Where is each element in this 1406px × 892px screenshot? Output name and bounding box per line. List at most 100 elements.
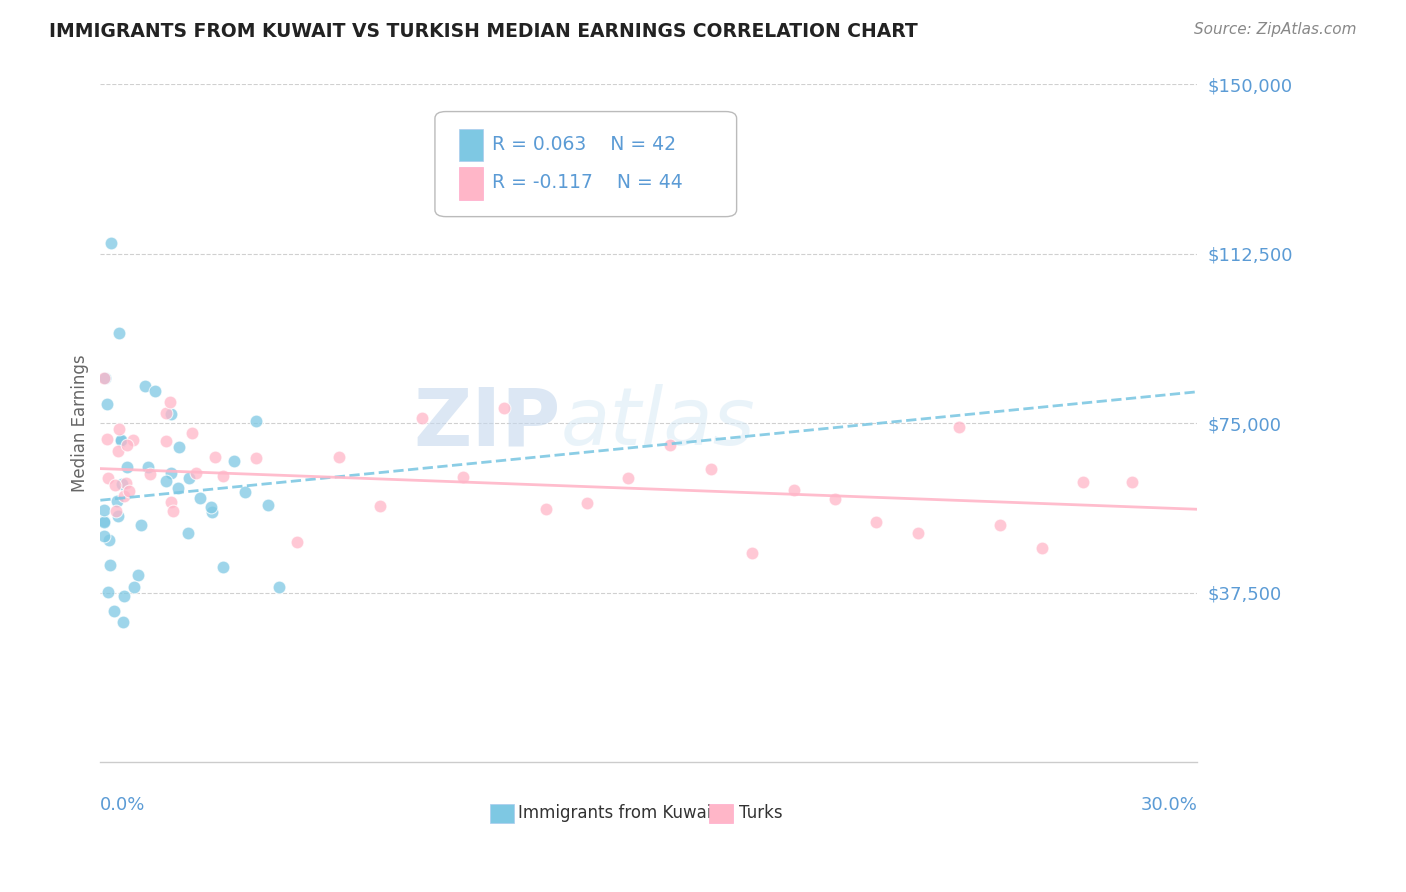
FancyBboxPatch shape — [709, 804, 734, 822]
Point — [368, 500, 391, 514]
Text: IMMIGRANTS FROM KUWAIT VS TURKISH MEDIAN EARNINGS CORRELATION CHART: IMMIGRANTS FROM KUWAIT VS TURKISH MEDIAN… — [49, 22, 918, 41]
Point — [122, 580, 145, 594]
Point — [212, 469, 235, 483]
Text: R = 0.063    N = 42: R = 0.063 N = 42 — [492, 135, 676, 153]
Point — [111, 476, 134, 491]
Point — [1071, 475, 1094, 490]
Point — [782, 483, 804, 498]
Point — [865, 515, 887, 529]
FancyBboxPatch shape — [460, 128, 484, 161]
Point — [111, 615, 134, 630]
Point — [118, 484, 141, 499]
Text: 30.0%: 30.0% — [1140, 797, 1198, 814]
Point — [93, 529, 115, 543]
Point — [112, 589, 135, 603]
Text: Turks: Turks — [738, 805, 782, 822]
Point — [177, 525, 200, 540]
Point — [112, 489, 135, 503]
Point — [96, 432, 118, 446]
Point — [159, 395, 181, 409]
Point — [93, 502, 115, 516]
Text: Immigrants from Kuwait: Immigrants from Kuwait — [519, 805, 718, 822]
Point — [93, 516, 115, 530]
Point — [188, 491, 211, 505]
Point — [988, 518, 1011, 533]
Y-axis label: Median Earnings: Median Earnings — [72, 355, 89, 492]
Point — [658, 438, 681, 452]
Point — [256, 498, 278, 512]
Point — [186, 467, 208, 481]
Point — [177, 471, 200, 485]
Point — [98, 558, 121, 572]
Point — [200, 500, 222, 514]
Point — [233, 484, 256, 499]
Point — [127, 568, 149, 582]
Point — [159, 408, 181, 422]
Point — [100, 235, 122, 250]
Point — [166, 481, 188, 495]
Point — [96, 397, 118, 411]
Point — [948, 419, 970, 434]
Point — [287, 535, 309, 549]
Point — [97, 471, 120, 485]
Point — [167, 441, 190, 455]
Point — [451, 470, 474, 484]
Point — [160, 495, 183, 509]
Point — [97, 585, 120, 599]
Point — [155, 406, 177, 420]
Point — [201, 505, 224, 519]
Point — [494, 401, 516, 416]
Point — [110, 433, 132, 447]
FancyBboxPatch shape — [434, 112, 737, 217]
Point — [105, 494, 128, 508]
Text: R = -0.117    N = 44: R = -0.117 N = 44 — [492, 173, 683, 193]
Point — [115, 459, 138, 474]
Text: ZIP: ZIP — [413, 384, 561, 462]
Point — [93, 514, 115, 528]
Point — [129, 517, 152, 532]
Point — [110, 434, 132, 449]
Text: atlas: atlas — [561, 384, 756, 462]
Point — [143, 384, 166, 399]
FancyBboxPatch shape — [489, 804, 515, 822]
Point — [108, 422, 131, 436]
Point — [138, 467, 160, 482]
Point — [245, 414, 267, 428]
Point — [103, 604, 125, 618]
Point — [534, 501, 557, 516]
Point — [211, 559, 233, 574]
Point — [134, 379, 156, 393]
Point — [103, 477, 125, 491]
Point — [328, 450, 350, 464]
Point — [136, 459, 159, 474]
Point — [1121, 475, 1143, 490]
Point — [162, 504, 184, 518]
Point — [1031, 541, 1053, 555]
Point — [411, 411, 433, 425]
Point — [93, 371, 115, 385]
Point — [700, 462, 723, 476]
Text: 0.0%: 0.0% — [100, 797, 146, 814]
Point — [117, 438, 139, 452]
Point — [180, 426, 202, 441]
Point — [115, 476, 138, 491]
Point — [155, 434, 177, 448]
Point — [575, 496, 598, 510]
Point — [107, 443, 129, 458]
Point — [155, 474, 177, 488]
Point — [93, 371, 115, 385]
Point — [824, 492, 846, 507]
Point — [105, 504, 128, 518]
FancyBboxPatch shape — [460, 167, 484, 200]
Text: Source: ZipAtlas.com: Source: ZipAtlas.com — [1194, 22, 1357, 37]
Point — [222, 453, 245, 467]
Point — [98, 533, 121, 547]
Point — [267, 580, 290, 594]
Point — [107, 509, 129, 524]
Point — [159, 466, 181, 480]
Point — [617, 471, 640, 485]
Point — [107, 326, 129, 340]
Point — [245, 450, 267, 465]
Point — [907, 526, 929, 541]
Point — [741, 545, 763, 559]
